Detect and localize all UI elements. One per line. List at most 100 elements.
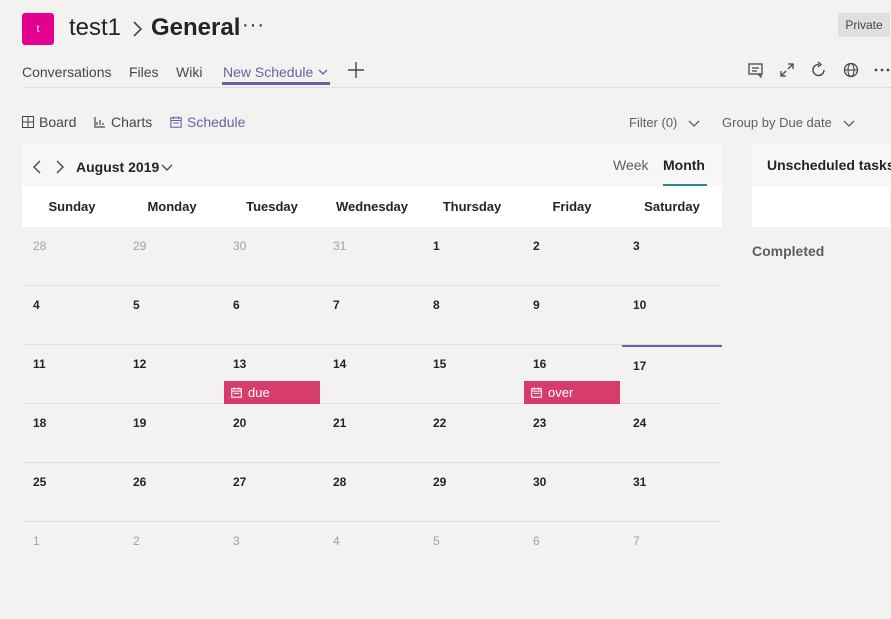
filter-dropdown[interactable]: Filter (0) bbox=[629, 115, 701, 130]
filter-label: Filter (0) bbox=[629, 115, 678, 130]
calendar-day-cell[interactable]: 3 bbox=[622, 227, 722, 286]
month-view-indicator bbox=[663, 184, 707, 186]
calendar-day-cell[interactable]: 20 bbox=[222, 404, 322, 463]
calendar-day-cell[interactable]: 5 bbox=[122, 286, 222, 345]
add-tab-icon[interactable] bbox=[346, 60, 366, 80]
calendar-day-cell[interactable]: 1 bbox=[422, 227, 522, 286]
tab-wiki[interactable]: Wiki bbox=[176, 64, 203, 80]
today-indicator bbox=[622, 345, 722, 347]
completed-section-toggle[interactable]: Completed bbox=[752, 243, 825, 259]
day-number: 20 bbox=[233, 416, 247, 430]
view-schedule-button[interactable]: Schedule bbox=[170, 114, 245, 130]
calendar-day-cell[interactable]: 6 bbox=[222, 286, 322, 345]
week-view-button[interactable]: Week bbox=[613, 157, 649, 173]
header-divider bbox=[22, 87, 891, 88]
day-number: 22 bbox=[433, 416, 447, 430]
day-number: 1 bbox=[33, 534, 40, 548]
day-number: 30 bbox=[233, 239, 247, 253]
unscheduled-tasks-header bbox=[752, 143, 891, 187]
day-number: 29 bbox=[133, 239, 147, 253]
day-number: 6 bbox=[233, 298, 240, 312]
calendar-day-cell[interactable]: 18 bbox=[22, 404, 122, 463]
tab-conversations[interactable]: Conversations bbox=[22, 64, 112, 80]
calendar-day-cell[interactable]: 22 bbox=[422, 404, 522, 463]
calendar-day-cell[interactable]: 26 bbox=[122, 463, 222, 522]
schedule-icon bbox=[170, 116, 182, 128]
calendar-day-cell[interactable]: 3 bbox=[222, 522, 322, 581]
day-number: 24 bbox=[633, 416, 647, 430]
day-number: 31 bbox=[633, 475, 647, 489]
calendar-day-cell[interactable]: 24 bbox=[622, 404, 722, 463]
chevron-down-icon[interactable] bbox=[161, 161, 173, 173]
calendar-day-cell[interactable]: 4 bbox=[22, 286, 122, 345]
channel-more-button[interactable]: ··· bbox=[242, 14, 265, 36]
calendar-week-row: 1 2 3 4 5 6 7 bbox=[22, 522, 722, 581]
day-number: 29 bbox=[433, 475, 447, 489]
calendar-day-cell[interactable]: 13 due bbox=[222, 345, 322, 404]
calendar-day-cell[interactable]: 16 over bbox=[522, 345, 622, 404]
day-number: 12 bbox=[133, 357, 147, 371]
calendar-day-cell[interactable]: 5 bbox=[422, 522, 522, 581]
refresh-icon[interactable] bbox=[810, 61, 828, 79]
calendar-week-row: 4 5 6 7 8 9 10 bbox=[22, 286, 722, 347]
tab-new-schedule[interactable]: New Schedule bbox=[223, 64, 328, 80]
privacy-badge: Private bbox=[838, 13, 890, 37]
calendar-day-cell[interactable]: 14 bbox=[322, 345, 422, 404]
view-charts-button[interactable]: Charts bbox=[94, 114, 152, 130]
day-number: 10 bbox=[633, 298, 647, 312]
calendar-day-cell[interactable]: 2 bbox=[522, 227, 622, 286]
calendar-day-cell[interactable]: 19 bbox=[122, 404, 222, 463]
calendar-day-cell[interactable]: 6 bbox=[522, 522, 622, 581]
calendar-day-cell[interactable]: 23 bbox=[522, 404, 622, 463]
view-board-button[interactable]: Board bbox=[22, 114, 76, 130]
month-label[interactable]: August 2019 bbox=[76, 159, 160, 175]
calendar-day-cell[interactable]: 17 bbox=[622, 345, 722, 404]
calendar-day-cell[interactable]: 28 bbox=[22, 227, 122, 286]
calendar-day-cell[interactable]: 21 bbox=[322, 404, 422, 463]
team-name[interactable]: test1 bbox=[69, 14, 122, 41]
group-by-dropdown[interactable]: Group by Due date bbox=[722, 115, 856, 130]
day-number: 4 bbox=[33, 298, 40, 312]
calendar-day-cell[interactable]: 7 bbox=[622, 522, 722, 581]
calendar-day-cell[interactable]: 11 bbox=[22, 345, 122, 404]
weekday-friday: Friday bbox=[552, 199, 592, 214]
more-icon[interactable] bbox=[873, 61, 891, 79]
calendar-day-cell[interactable]: 30 bbox=[522, 463, 622, 522]
month-view-button[interactable]: Month bbox=[663, 157, 705, 173]
calendar-day-cell[interactable]: 29 bbox=[422, 463, 522, 522]
day-number: 13 bbox=[233, 357, 247, 371]
calendar-day-cell[interactable]: 31 bbox=[322, 227, 422, 286]
calendar-day-cell[interactable]: 31 bbox=[622, 463, 722, 522]
task-chip-due[interactable]: due bbox=[224, 381, 320, 404]
calendar-day-cell[interactable]: 1 bbox=[22, 522, 122, 581]
next-month-icon[interactable] bbox=[54, 159, 66, 175]
day-number: 16 bbox=[533, 357, 547, 371]
day-number: 28 bbox=[333, 475, 347, 489]
chevron-right-icon bbox=[133, 21, 143, 37]
calendar-day-cell[interactable]: 27 bbox=[222, 463, 322, 522]
calendar-day-cell[interactable]: 12 bbox=[122, 345, 222, 404]
team-avatar[interactable]: t bbox=[22, 13, 54, 45]
globe-icon[interactable] bbox=[842, 61, 860, 79]
day-number: 2 bbox=[133, 534, 140, 548]
calendar-day-cell-today[interactable]: 10 bbox=[622, 286, 722, 347]
previous-month-icon[interactable] bbox=[31, 159, 43, 175]
day-number: 6 bbox=[533, 534, 540, 548]
tab-files[interactable]: Files bbox=[129, 64, 159, 80]
conversation-icon[interactable] bbox=[747, 61, 765, 79]
calendar-week-row: 11 12 13 due 14 15 16 over 17 bbox=[22, 345, 722, 404]
unscheduled-tasks-list bbox=[752, 187, 890, 227]
calendar-day-cell[interactable]: 4 bbox=[322, 522, 422, 581]
day-number: 25 bbox=[33, 475, 47, 489]
task-chip-over[interactable]: over bbox=[524, 381, 620, 404]
calendar-day-cell[interactable]: 2 bbox=[122, 522, 222, 581]
calendar-day-cell[interactable]: 25 bbox=[22, 463, 122, 522]
calendar-day-cell[interactable]: 29 bbox=[122, 227, 222, 286]
calendar-day-cell[interactable]: 7 bbox=[322, 286, 422, 345]
calendar-day-cell[interactable]: 9 bbox=[522, 286, 622, 345]
calendar-day-cell[interactable]: 30 bbox=[222, 227, 322, 286]
calendar-day-cell[interactable]: 28 bbox=[322, 463, 422, 522]
calendar-day-cell[interactable]: 8 bbox=[422, 286, 522, 345]
calendar-day-cell[interactable]: 15 bbox=[422, 345, 522, 404]
expand-icon[interactable] bbox=[778, 61, 796, 79]
